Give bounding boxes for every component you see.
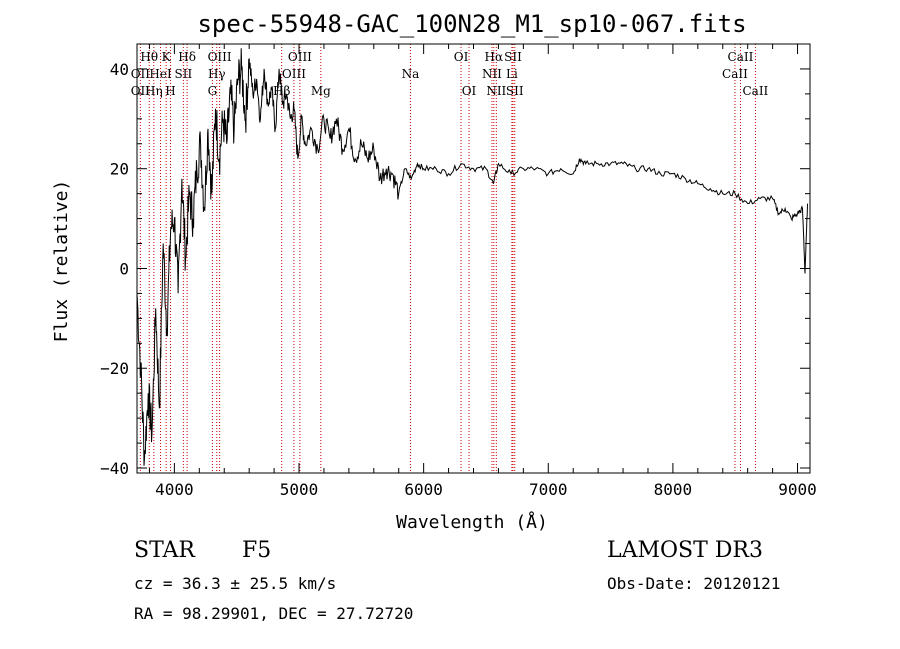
line-label: OI <box>454 50 469 64</box>
line-label: G <box>208 84 218 98</box>
line-label: K <box>162 50 172 64</box>
cz-value: cz = 36.3 ± 25.5 km/s <box>134 574 337 593</box>
line-label: Mg <box>311 84 331 98</box>
line-label: OI <box>462 84 477 98</box>
line-label: Li <box>506 67 518 81</box>
line-label: Hδ <box>178 50 196 64</box>
line-label: NII <box>486 84 506 98</box>
line-label: Hα <box>485 50 504 64</box>
obs-date: Obs-Date: 20120121 <box>607 574 781 593</box>
spectrum-line <box>136 48 808 466</box>
x-tick-label: 5000 <box>280 480 319 499</box>
plot-frame <box>136 43 811 474</box>
line-label: OII <box>131 67 151 81</box>
line-label: OII <box>131 84 151 98</box>
line-label: OIII <box>288 50 312 64</box>
y-axis-label: Flux (relative) <box>51 180 72 343</box>
line-label: SII <box>175 67 193 81</box>
y-tick-label: 20 <box>110 160 129 179</box>
line-label: CaII <box>742 84 768 98</box>
x-axis-label: Wavelength (Å) <box>396 511 548 533</box>
x-tick-label: 8000 <box>654 480 693 499</box>
coordinates: RA = 98.29901, DEC = 27.72720 <box>134 604 414 623</box>
x-tick-label: 9000 <box>778 480 817 499</box>
line-label: SII <box>504 50 522 64</box>
line-label: H <box>165 84 175 98</box>
survey-label: LAMOST DR3 <box>607 538 763 563</box>
subclass-label: F5 <box>242 538 272 563</box>
x-tick-label: 4000 <box>155 480 194 499</box>
line-label: CaII <box>722 67 748 81</box>
line-label: SII <box>506 84 524 98</box>
line-label: Hθ <box>140 50 158 64</box>
line-label: Hη <box>145 84 163 98</box>
line-label: CaII <box>728 50 754 64</box>
line-label: Na <box>402 67 420 81</box>
x-tick-label: 6000 <box>404 480 443 499</box>
y-tick-label: −20 <box>100 359 129 378</box>
class-label: STAR <box>134 538 195 563</box>
line-label: OIII <box>208 50 232 64</box>
y-tick-label: 40 <box>110 60 129 79</box>
line-label: NII <box>482 67 502 81</box>
line-label: HeI <box>149 67 172 81</box>
chart-title: spec-55948-GAC_100N28_M1_sp10-067.fits <box>197 10 746 38</box>
x-tick-label: 7000 <box>529 480 568 499</box>
x-axis-ticks: 4000 5000 6000 7000 8000 9000 <box>148 44 817 499</box>
y-axis-ticks: −40 −20 0 20 40 <box>100 60 810 478</box>
line-label: Hγ <box>208 67 226 81</box>
y-tick-label: −40 <box>100 459 129 478</box>
y-tick-label: 0 <box>119 259 129 278</box>
line-label: OIII <box>282 67 306 81</box>
